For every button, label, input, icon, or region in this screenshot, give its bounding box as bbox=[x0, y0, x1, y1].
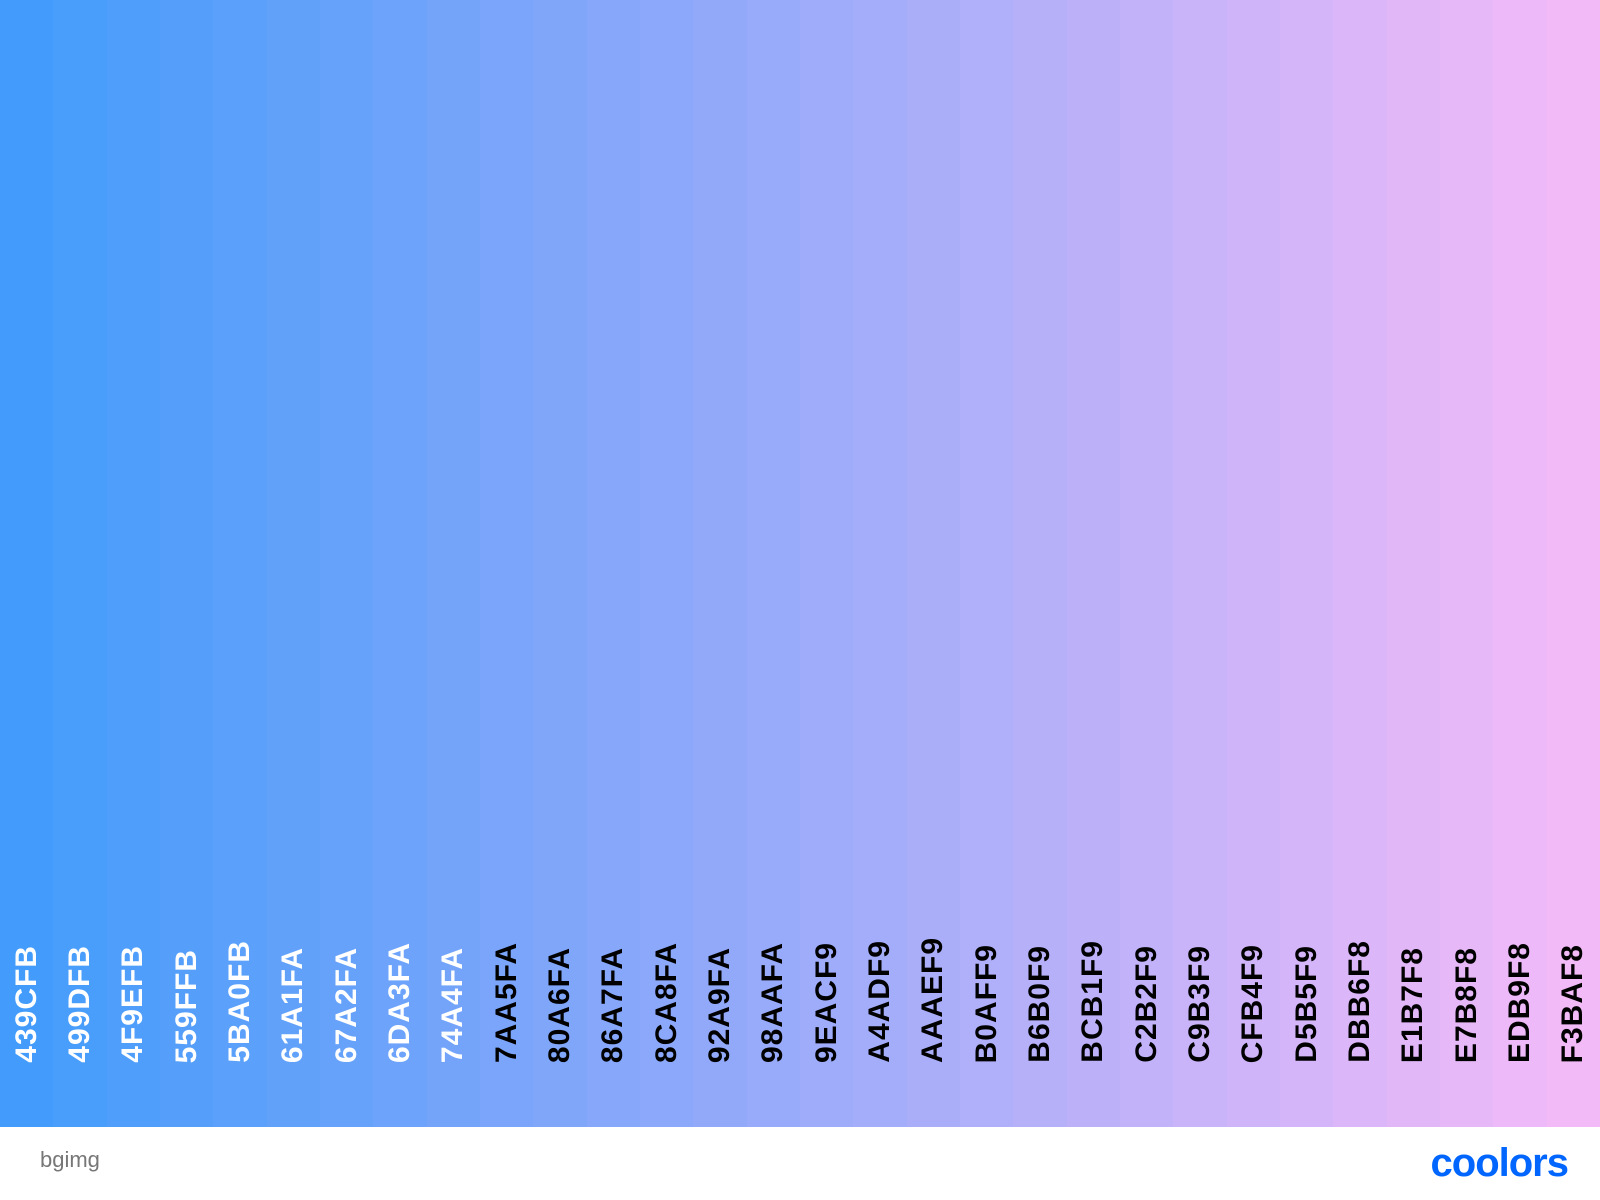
swatch-hex-code: 4F9EFB bbox=[116, 945, 150, 1063]
footer: bgimg coolors bbox=[0, 1127, 1600, 1200]
swatch-hex-code: 8CA8FA bbox=[649, 941, 683, 1063]
color-swatch[interactable]: DBB6F8 bbox=[1333, 0, 1387, 1127]
color-swatch[interactable]: 7AA5FA bbox=[479, 0, 534, 1127]
swatch-hex-code: 6DA3FA bbox=[382, 941, 416, 1063]
swatch-hex-code: E7B8F8 bbox=[1449, 946, 1483, 1063]
swatch-hex-code: F3BAF8 bbox=[1556, 943, 1590, 1063]
color-swatch[interactable]: C2B2F9 bbox=[1119, 0, 1174, 1127]
swatch-hex-code: 559FFB bbox=[169, 948, 203, 1063]
color-swatch[interactable]: B6B0F9 bbox=[1013, 0, 1067, 1127]
color-swatch[interactable]: D5B5F9 bbox=[1279, 0, 1334, 1127]
color-swatch[interactable]: 9EACF9 bbox=[799, 0, 854, 1127]
color-swatch[interactable]: 98AAFA bbox=[746, 0, 800, 1127]
color-swatch[interactable]: B0AFF9 bbox=[959, 0, 1014, 1127]
swatch-hex-code: 92A9FA bbox=[702, 946, 736, 1063]
color-swatch[interactable]: 439CFB bbox=[0, 0, 54, 1127]
swatch-hex-code: AAAEF9 bbox=[916, 936, 950, 1063]
color-swatch[interactable]: C9B3F9 bbox=[1173, 0, 1227, 1127]
coolors-logo-icon[interactable]: coolors bbox=[1390, 1136, 1570, 1186]
color-swatch[interactable]: 86A7FA bbox=[586, 0, 640, 1127]
color-swatch[interactable]: 559FFB bbox=[159, 0, 214, 1127]
color-swatch[interactable]: E1B7F8 bbox=[1386, 0, 1440, 1127]
swatch-hex-code: BCB1F9 bbox=[1076, 940, 1110, 1063]
color-swatch[interactable]: A4ADF9 bbox=[853, 0, 907, 1127]
color-swatch[interactable]: F3BAF8 bbox=[1546, 0, 1600, 1127]
swatch-hex-code: 61A1FA bbox=[276, 946, 310, 1063]
color-swatch[interactable]: AAAEF9 bbox=[906, 0, 960, 1127]
swatch-hex-code: E1B7F8 bbox=[1396, 946, 1430, 1063]
swatch-hex-code: CFB4F9 bbox=[1236, 943, 1270, 1063]
color-swatch[interactable]: CFB4F9 bbox=[1226, 0, 1280, 1127]
swatch-hex-code: 5BA0FB bbox=[222, 940, 256, 1063]
swatch-hex-code: 439CFB bbox=[9, 945, 43, 1063]
color-swatch[interactable]: E7B8F8 bbox=[1439, 0, 1494, 1127]
swatch-hex-code: D5B5F9 bbox=[1289, 945, 1323, 1063]
color-swatch[interactable]: 4F9EFB bbox=[106, 0, 160, 1127]
color-swatch[interactable]: BCB1F9 bbox=[1066, 0, 1120, 1127]
swatch-hex-code: 80A6FA bbox=[542, 946, 576, 1063]
swatch-hex-code: B0AFF9 bbox=[969, 943, 1003, 1063]
color-swatch[interactable]: 61A1FA bbox=[266, 0, 320, 1127]
swatch-hex-code: A4ADF9 bbox=[862, 940, 896, 1063]
color-swatch[interactable]: 8CA8FA bbox=[639, 0, 694, 1127]
swatch-hex-code: 86A7FA bbox=[596, 946, 630, 1063]
color-swatch[interactable]: 74A4FA bbox=[426, 0, 480, 1127]
swatch-hex-code: C9B3F9 bbox=[1182, 945, 1216, 1063]
color-swatch[interactable]: 5BA0FB bbox=[213, 0, 267, 1127]
swatch-hex-code: EDB9F8 bbox=[1502, 941, 1536, 1063]
swatch-hex-code: C2B2F9 bbox=[1129, 945, 1163, 1063]
swatch-hex-code: B6B0F9 bbox=[1022, 945, 1056, 1063]
swatch-hex-code: 67A2FA bbox=[329, 946, 363, 1063]
color-swatch[interactable]: 67A2FA bbox=[319, 0, 374, 1127]
color-swatch[interactable]: 80A6FA bbox=[533, 0, 587, 1127]
palette-name: bgimg bbox=[40, 1147, 100, 1172]
color-swatch[interactable]: EDB9F8 bbox=[1493, 0, 1547, 1127]
color-swatch[interactable]: 6DA3FA bbox=[373, 0, 427, 1127]
brand-wordmark: coolors bbox=[1431, 1141, 1568, 1185]
color-swatch[interactable]: 499DFB bbox=[53, 0, 107, 1127]
color-swatch[interactable]: 92A9FA bbox=[693, 0, 747, 1127]
swatch-hex-code: 74A4FA bbox=[436, 946, 470, 1063]
swatch-hex-code: DBB6F8 bbox=[1342, 940, 1376, 1063]
swatch-hex-code: 7AA5FA bbox=[489, 941, 523, 1063]
swatch-hex-code: 499DFB bbox=[62, 945, 96, 1063]
swatch-hex-code: 98AAFA bbox=[756, 941, 790, 1063]
color-palette: 439CFB 499DFB 4F9EFB 559FFB 5BA0FB 61A1FA 67A2… bbox=[0, 0, 1600, 1127]
swatch-hex-code: 9EACF9 bbox=[809, 941, 843, 1063]
